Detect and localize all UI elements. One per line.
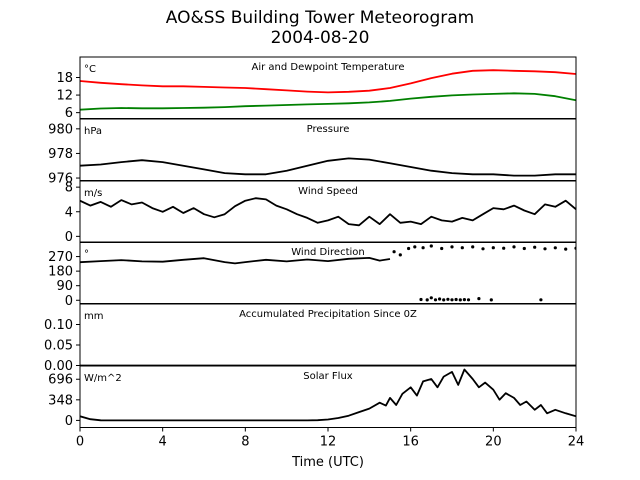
wind-direction-point [429,296,433,300]
x-tick-label: 20 [485,435,502,450]
y-tick-label: 8 [65,181,73,196]
y-tick-label: 18 [56,71,73,86]
x-tick-label: 24 [568,435,585,450]
y-tick-label: 976 [48,172,73,187]
figure-title: AO&SS Building Tower Meteorogram [165,8,475,28]
wind-direction-point [450,298,454,302]
panel-unit-label: m/s [84,188,102,199]
wind-direction-point [413,245,417,249]
panel-title: Wind Direction [291,247,365,258]
panel-unit-label: ° [84,249,89,260]
panel-wind-speed: 0 4 8 m/s Wind Speed [65,180,577,245]
wind-direction-point [512,245,516,249]
panel-title: Pressure [307,124,350,135]
pressure-series-line-0 [80,157,576,177]
wind-direction-point [477,297,481,301]
wind-direction-point [564,247,568,251]
x-tick-label: 4 [159,435,167,450]
wind-direction-point [460,246,464,250]
temperature-series-line-1 [80,92,576,111]
wind-direction-point [543,247,547,251]
panel-title: Accumulated Precipitation Since 0Z [239,309,417,320]
wind-direction-point [438,297,442,301]
panel-unit-label: W/m^2 [84,373,122,384]
y-tick-label: 12 [56,89,73,104]
wind-direction-point [462,298,466,302]
temperature-series-line-0 [80,69,576,94]
x-tick-label: 16 [402,435,419,450]
wind-direction-point [421,246,425,250]
wind-direction-point [433,298,438,302]
solar-series-line-0 [80,368,576,422]
y-tick-label: 978 [48,147,73,162]
wind-direction-series-line-0 [80,256,391,265]
panel-title: Wind Speed [298,186,358,197]
wind-direction-point [446,297,450,301]
y-tick-label: 0.10 [44,318,73,333]
panel-unit-label: hPa [84,126,102,137]
y-tick-label: 348 [48,393,73,408]
panel-title: Air and Dewpoint Temperature [252,62,405,73]
y-tick-label: 270 [48,250,73,265]
wind-direction-point [398,253,402,257]
y-tick-label: 0.05 [44,339,73,354]
x-tick-label: 12 [320,435,337,450]
y-tick-label: 980 [48,122,73,137]
x-tick-label: 8 [241,435,249,450]
y-tick-label: 696 [48,373,73,388]
wind-direction-point [425,298,429,302]
wind-direction-point [442,298,446,302]
wind-direction-point [458,298,462,302]
wind-direction-point [491,246,495,250]
y-tick-label: 6 [65,106,73,121]
wind-direction-point [450,245,454,249]
panel-title: Solar Flux [303,371,353,382]
wind-direction-point [419,297,423,302]
panel-solar: 0 348 696 W/m^2 Solar Flux [48,365,577,429]
wind-direction-point [502,246,506,250]
wind-speed-series-line-0 [80,197,576,227]
y-tick-label: 0 [65,414,73,429]
wind-direction-point [466,298,471,302]
wind-direction-point [481,247,485,251]
x-axis-label: Time (UTC) [291,455,364,470]
panel-precipitation: 0.00 0.05 0.10 mm Accumulated Precipitation … [44,303,577,374]
y-tick-label: 0.00 [44,359,73,374]
x-tick-label: 0 [76,435,84,450]
y-tick-label: 0 [65,294,73,309]
y-tick-label: 0 [65,230,73,245]
wind-direction-point [553,246,557,250]
wind-direction-point [440,246,444,251]
figure-date: 2004-08-20 [270,28,370,48]
y-tick-label: 180 [48,265,73,280]
wind-direction-point [454,297,458,302]
wind-direction-point [471,245,475,249]
wind-direction-point [533,245,537,249]
panel-pressure: 976 978 980 hPa Pressure [48,118,577,187]
y-tick-label: 90 [56,279,73,294]
panel-unit-label: mm [84,311,103,322]
y-tick-label: 4 [65,205,73,220]
wind-direction-point [429,244,433,248]
panel-unit-label: °C [84,64,96,75]
wind-direction-point [522,246,526,251]
wind-direction-point [392,250,396,254]
panel-temperature: 6 12 18 °C Air and Dewpoint Temperature [56,56,577,121]
wind-direction-point [489,298,493,302]
wind-direction-point [539,298,543,302]
wind-direction-point [407,246,411,251]
